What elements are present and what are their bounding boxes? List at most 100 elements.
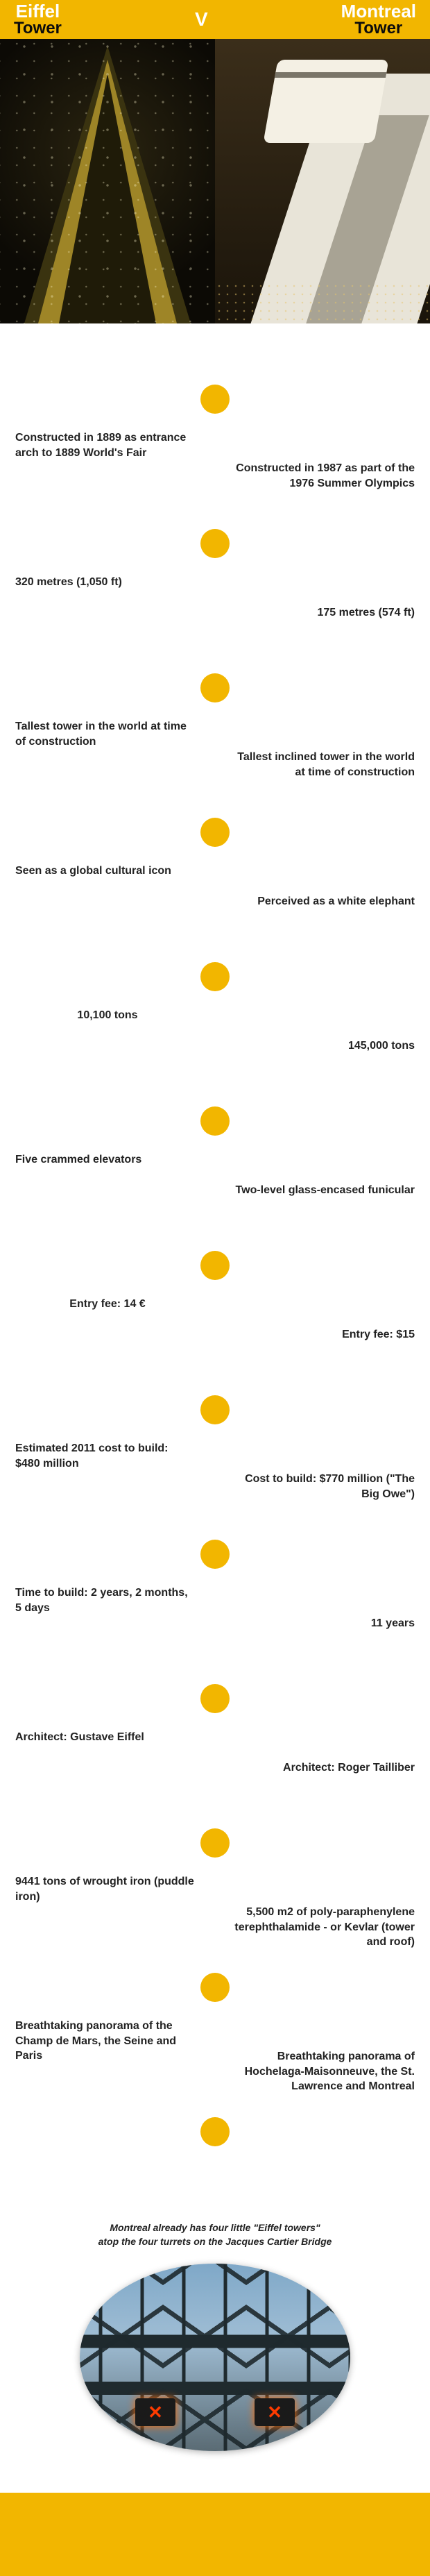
node-icon [200,673,230,702]
footer-note-block: Montreal already has four little "Eiffel… [0,2194,430,2465]
fact-right-text: Architect: Roger Tailliber [234,1760,415,1776]
fact-right-text: Entry fee: $15 [234,1327,415,1342]
node-icon [200,2117,230,2146]
fact-right-text: 175 metres (574 ft) [234,605,415,621]
node-icon [200,1973,230,2002]
timeline-node [0,1106,430,1136]
bridge-sign-right: ✕ [255,2398,295,2426]
right-title-bottom: Tower [341,19,416,37]
fact-left: Constructed in 1889 as entrance arch to … [0,419,215,523]
node-icon [200,529,230,558]
timeline-node [0,1684,430,1713]
fact-right: Entry fee: $15 [215,1286,430,1390]
timeline: Constructed in 1889 as entrance arch to … [0,323,430,2194]
fact-block: Five crammed elevators Two-level glass-en… [0,1141,430,1245]
left-title-top: Eiffel [14,1,62,22]
node-icon [200,1251,230,1280]
fact-left-text: 10,100 tons [17,1008,198,1023]
fact-left: Architect: Gustave Eiffel [0,1719,215,1823]
fact-left: 10,100 tons [0,997,215,1101]
fact-right: Tallest inclined tower in the world at t… [215,708,430,812]
node-icon [200,1540,230,1569]
timeline-node [0,1973,430,2002]
fact-left: Time to build: 2 years, 2 months, 5 days [0,1574,215,1678]
timeline-node [0,1395,430,1424]
hero-images [0,39,430,323]
fact-right-text: Breathtaking panorama of Hochelaga-Maiso… [234,2049,415,2094]
header-left-title: Eiffel Tower [14,1,62,38]
fact-right: Perceived as a white elephant [215,852,430,957]
fact-block: Entry fee: 14 € Entry fee: $15 [0,1286,430,1390]
fact-left-text: Time to build: 2 years, 2 months, 5 days [15,1585,196,1615]
fact-right: Breathtaking panorama of Hochelaga-Maiso… [215,2007,430,2112]
fact-left-text: Estimated 2011 cost to build: $480 milli… [15,1441,196,1471]
montreal-image [215,39,430,323]
fact-block: 9441 tons of wrought iron (puddle iron) 5… [0,1863,430,1967]
fact-left: Seen as a global cultural icon [0,852,215,957]
node-icon [200,1828,230,1858]
fact-right-text: 145,000 tons [234,1038,415,1054]
footer-note-text: Montreal already has four little "Eiffel… [69,2221,361,2248]
node-icon [200,1395,230,1424]
fact-left-text: Architect: Gustave Eiffel [15,1730,196,1745]
fact-block: 10,100 tons 145,000 tons [0,997,430,1101]
fact-left-text: 320 metres (1,050 ft) [15,575,196,590]
footer-note-line1: Montreal already has four little "Eiffel… [110,2222,320,2233]
bridge-image: ✕ ✕ [80,2264,350,2451]
fact-left: 320 metres (1,050 ft) [0,564,215,668]
node-icon [200,1684,230,1713]
timeline-node [0,962,430,991]
fact-right-text: 5,500 m2 of poly-paraphenylene terephtha… [234,1905,415,1950]
fact-right: 5,500 m2 of poly-paraphenylene terephtha… [215,1863,430,1967]
fact-right-text: 11 years [234,1616,415,1631]
fact-left-text: 9441 tons of wrought iron (puddle iron) [15,1874,196,1904]
node-icon [200,1106,230,1136]
header-bar: Eiffel Tower V Montreal Tower [0,0,430,39]
fact-right-text: Perceived as a white elephant [234,894,415,909]
fact-block: Estimated 2011 cost to build: $480 milli… [0,1430,430,1534]
fact-right-text: Two-level glass-encased funicular [234,1183,415,1198]
fact-block: Architect: Gustave Eiffel Architect: Roge… [0,1719,430,1823]
timeline-node [0,673,430,702]
fact-right: Architect: Roger Tailliber [215,1719,430,1823]
fact-right: Constructed in 1987 as part of the 1976 … [215,419,430,523]
fact-left-text: Five crammed elevators [15,1152,196,1168]
timeline-node [0,385,430,414]
fact-left-text: Tallest tower in the world at time of co… [15,719,196,749]
header-vs: V [195,8,208,31]
fact-left: Breathtaking panorama of the Champ de Ma… [0,2007,215,2112]
fact-left: Five crammed elevators [0,1141,215,1245]
fact-left: Tallest tower in the world at time of co… [0,708,215,812]
fact-block: 320 metres (1,050 ft) 175 metres (574 ft) [0,564,430,668]
fact-right-text: Tallest inclined tower in the world at t… [234,750,415,780]
fact-block: Seen as a global cultural icon Perceived … [0,852,430,957]
left-title-bottom: Tower [14,19,62,37]
fact-block: Time to build: 2 years, 2 months, 5 days… [0,1574,430,1678]
node-icon [200,818,230,847]
timeline-node [0,818,430,847]
header-right-title: Montreal Tower [341,1,416,38]
fact-right: 11 years [215,1574,430,1678]
fact-right: 175 metres (574 ft) [215,564,430,668]
fact-right: Cost to build: $770 million ("The Big Ow… [215,1430,430,1534]
fact-block: Breathtaking panorama of the Champ de Ma… [0,2007,430,2112]
right-title-top: Montreal [341,1,416,22]
timeline-node [0,1540,430,1569]
fact-left-text: Constructed in 1889 as entrance arch to … [15,430,196,460]
footer-bar [0,2493,430,2576]
timeline-node [0,1251,430,1280]
timeline-node [0,529,430,558]
fact-right-text: Cost to build: $770 million ("The Big Ow… [234,1472,415,1501]
bridge-sign-left: ✕ [135,2398,175,2426]
node-icon [200,962,230,991]
fact-right: Two-level glass-encased funicular [215,1141,430,1245]
fact-left-text: Breathtaking panorama of the Champ de Ma… [15,2019,196,2064]
eiffel-image [0,39,215,323]
timeline-node [0,2117,430,2146]
fact-left-text: Seen as a global cultural icon [15,864,196,879]
fact-left: 9441 tons of wrought iron (puddle iron) [0,1863,215,1967]
timeline-node [0,1828,430,1858]
fact-left-text: Entry fee: 14 € [17,1297,198,1312]
fact-right-text: Constructed in 1987 as part of the 1976 … [234,461,415,491]
fact-left: Entry fee: 14 € [0,1286,215,1390]
